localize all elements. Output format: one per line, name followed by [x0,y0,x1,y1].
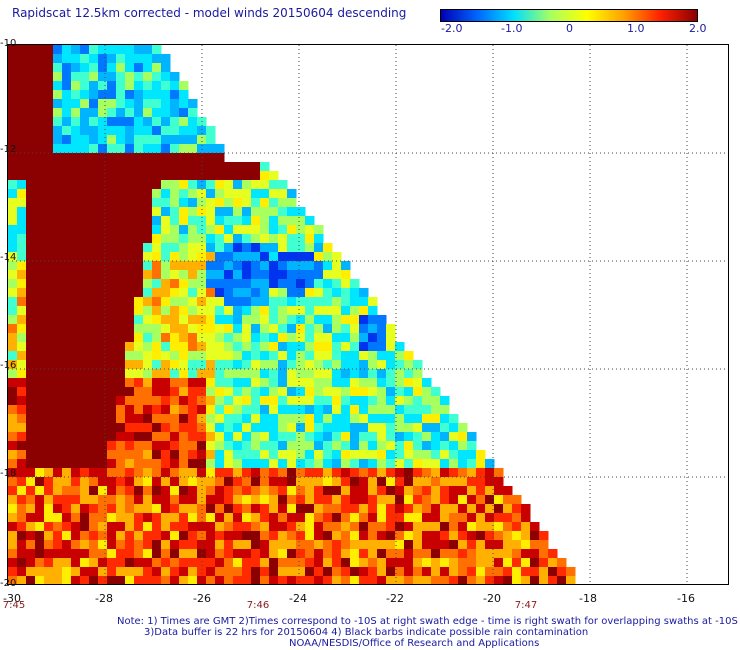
y-tick-label: -18 [0,468,17,479]
time-label: 7:46 [246,600,270,611]
note-line-2: 3)Data buffer is 22 hrs for 20150604 4) … [144,627,589,638]
colorbar-tick-label: 2.0 [689,22,707,35]
x-tick-label: -20 [483,592,501,605]
y-tick-label: -20 [0,578,17,589]
colorbar-tick-label: -1.0 [501,22,523,35]
time-label: 7:45 [2,600,26,611]
wind-difference-map [8,45,728,584]
colorbar [440,9,698,22]
x-tick-label: -22 [386,592,404,605]
x-tick-label: -16 [677,592,695,605]
map-title: Rapidscat 12.5km corrected - model winds… [12,6,407,20]
x-tick-label: -24 [289,592,307,605]
x-tick-label: -18 [579,592,597,605]
colorbar-tick-label: 0 [566,22,573,35]
y-tick-label: -16 [0,360,17,371]
y-tick-label: -10 [0,38,17,49]
y-tick-label: -12 [0,144,17,155]
map-plot-area [7,44,729,585]
time-label: 7:47 [514,600,538,611]
x-tick-label: -30 [3,592,21,605]
note-line-3: NOAA/NESDIS/Office of Research and Appli… [289,638,540,649]
note-line-1: Note: 1) Times are GMT 2)Times correspon… [117,616,738,627]
x-tick-label: -28 [95,592,113,605]
colorbar-tick-label: 1.0 [627,22,645,35]
y-tick-label: -14 [0,252,17,263]
x-tick-label: -26 [193,592,211,605]
colorbar-tick-label: -2.0 [441,22,463,35]
